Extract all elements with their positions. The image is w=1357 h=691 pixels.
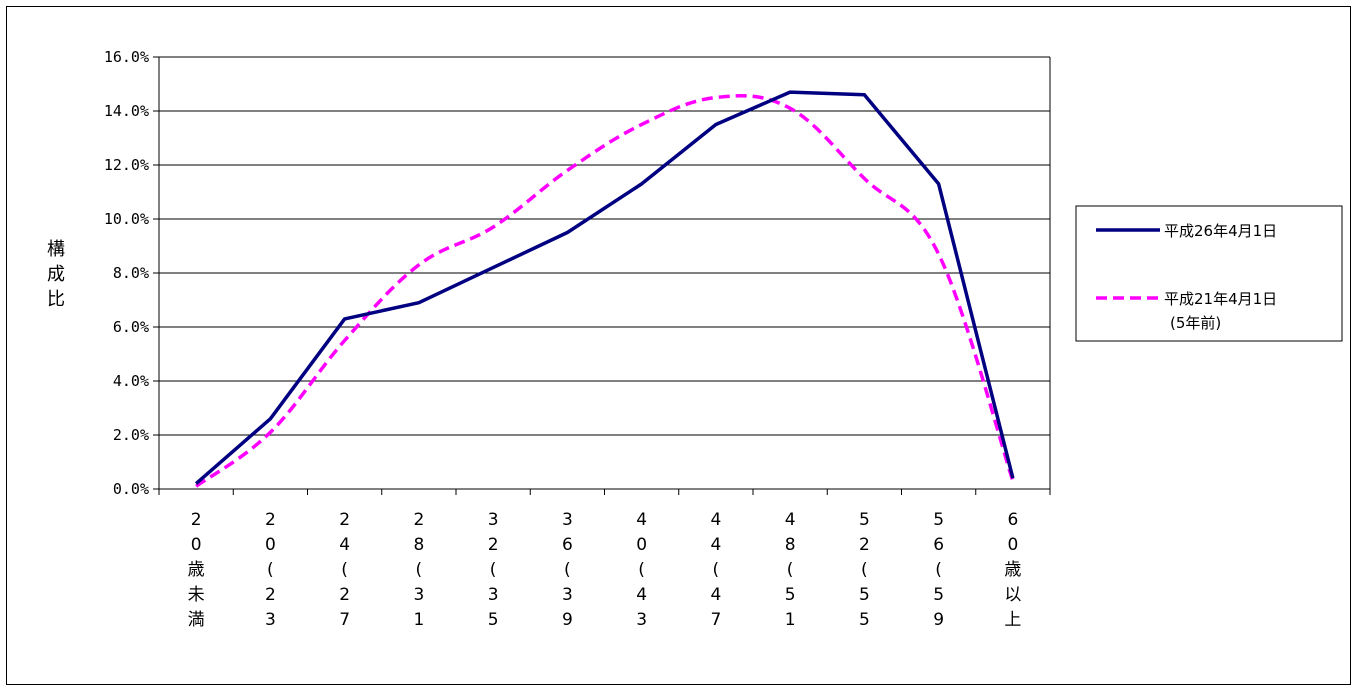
y-tick-label: 10.0% bbox=[104, 210, 149, 228]
x-tick-label: 2 0 (2 3 bbox=[265, 510, 276, 630]
chart-frame bbox=[6, 6, 1351, 685]
y-tick-label: 12.0% bbox=[104, 156, 149, 174]
gridlines bbox=[159, 56, 1050, 436]
x-tick-char: 3 bbox=[265, 610, 276, 630]
x-tick-label: 4 8 (5 1 bbox=[785, 510, 796, 630]
y-axis-label-char: 比 bbox=[47, 289, 65, 310]
x-tick-char: ( bbox=[638, 560, 645, 580]
x-tick-char: 7 bbox=[339, 610, 350, 630]
x-tick-char: ( bbox=[341, 560, 348, 580]
legend-label-h21-sub: (5年前) bbox=[1170, 314, 1221, 332]
series-lines bbox=[194, 90, 1015, 488]
x-tick-char: 0 bbox=[191, 535, 202, 555]
x-tick-char: 4 bbox=[785, 510, 796, 530]
series-line-h26 bbox=[194, 90, 1015, 485]
x-tick-char: 5 bbox=[859, 585, 870, 605]
x-tick-label: 3 2 (3 5 bbox=[488, 510, 499, 630]
x-tick-char: 5 bbox=[488, 610, 499, 630]
x-tick-label: 2 0 歳未満 bbox=[188, 510, 205, 630]
x-tick-char: 3 bbox=[488, 510, 499, 530]
x-tick-char: 5 bbox=[933, 585, 944, 605]
x-tick-char: 3 bbox=[636, 610, 647, 630]
x-tick-char: 4 bbox=[710, 510, 721, 530]
legend-label-h26: 平成26年4月1日 bbox=[1164, 222, 1277, 240]
x-tick-char: 満 bbox=[188, 610, 205, 630]
x-tick-char: 7 bbox=[710, 610, 721, 630]
x-tick-char: 6 bbox=[1007, 510, 1018, 530]
x-tick-char: 3 bbox=[413, 585, 424, 605]
y-tick-label: 6.0% bbox=[113, 318, 149, 336]
x-tick-char: 4 bbox=[339, 535, 350, 555]
x-tick-char: 2 bbox=[339, 510, 350, 530]
x-tick-label: 5 2 (5 5 bbox=[859, 510, 870, 630]
x-tick-char: ( bbox=[416, 560, 423, 580]
y-tick-label: 16.0% bbox=[104, 48, 149, 66]
y-axis-label: 構成比 bbox=[47, 239, 65, 310]
x-tick-char: 3 bbox=[488, 585, 499, 605]
y-tick-label: 8.0% bbox=[113, 264, 149, 282]
y-tick-label: 14.0% bbox=[104, 102, 149, 120]
y-axis-label-char: 成 bbox=[47, 264, 65, 285]
series-line-h21 bbox=[195, 94, 1015, 488]
x-tick-char: 2 bbox=[859, 535, 870, 555]
x-tick-char: 1 bbox=[413, 610, 424, 630]
x-tick-char: ( bbox=[935, 560, 942, 580]
x-tick-char: 3 bbox=[562, 585, 573, 605]
x-tick-label: 4 4 (4 7 bbox=[710, 510, 721, 630]
x-tick-char: 8 bbox=[413, 535, 424, 555]
y-tick-label: 2.0% bbox=[113, 426, 149, 444]
axes bbox=[153, 56, 1051, 495]
x-tick-label: 5 6 (5 9 bbox=[933, 510, 944, 630]
x-tick-char: 1 bbox=[785, 610, 796, 630]
x-tick-char: 5 bbox=[785, 585, 796, 605]
x-tick-char: 8 bbox=[785, 535, 796, 555]
x-tick-label: 4 0 (4 3 bbox=[636, 510, 647, 630]
x-tick-char: 6 bbox=[933, 535, 944, 555]
y-tick-labels: 0.0% 2.0% 4.0% 6.0% 8.0% 10.0% 12.0% 14.0% 16.0% bbox=[104, 48, 149, 498]
x-tick-char: 2 bbox=[339, 585, 350, 605]
x-tick-char: 4 bbox=[710, 535, 721, 555]
x-tick-char: 0 bbox=[636, 535, 647, 555]
x-tick-char: 2 bbox=[413, 510, 424, 530]
x-tick-char: 9 bbox=[562, 610, 573, 630]
x-tick-char: 歳 bbox=[1004, 560, 1021, 580]
x-tick-char: 0 bbox=[265, 535, 276, 555]
y-axis-label-char: 構 bbox=[47, 239, 65, 260]
x-tick-label: 2 4 (2 7 bbox=[339, 510, 350, 630]
x-tick-label: 3 6 (3 9 bbox=[562, 510, 573, 630]
y-tick-label: 4.0% bbox=[113, 372, 149, 390]
x-tick-char: ( bbox=[564, 560, 571, 580]
x-tick-char: 2 bbox=[191, 510, 202, 530]
x-tick-label: 6 0 歳以上 bbox=[1004, 510, 1021, 630]
x-tick-char: ( bbox=[861, 560, 868, 580]
x-tick-char: 歳 bbox=[188, 560, 205, 580]
x-tick-char: 以 bbox=[1004, 585, 1021, 605]
x-tick-char: 2 bbox=[265, 510, 276, 530]
x-tick-char: 5 bbox=[859, 610, 870, 630]
x-tick-char: ( bbox=[490, 560, 497, 580]
x-tick-char: 6 bbox=[562, 535, 573, 555]
x-tick-char: 4 bbox=[710, 585, 721, 605]
x-tick-char: 2 bbox=[488, 535, 499, 555]
x-tick-char: ( bbox=[713, 560, 720, 580]
x-tick-char: 5 bbox=[933, 510, 944, 530]
legend-label-h21: 平成21年4月1日 bbox=[1164, 290, 1277, 308]
x-tick-char: 3 bbox=[562, 510, 573, 530]
x-tick-char: 0 bbox=[1007, 535, 1018, 555]
x-tick-label: 2 8 (3 1 bbox=[413, 510, 424, 630]
x-tick-char: 4 bbox=[636, 585, 647, 605]
x-tick-char: 5 bbox=[859, 510, 870, 530]
x-tick-char: 2 bbox=[265, 585, 276, 605]
x-tick-char: ( bbox=[267, 560, 274, 580]
x-tick-char: 上 bbox=[1004, 610, 1021, 630]
x-tick-labels: 20歳未満20(2324(2728(3132(3536(3940(4344(47… bbox=[188, 510, 1022, 630]
x-tick-char: ( bbox=[787, 560, 794, 580]
y-tick-label: 0.0% bbox=[113, 480, 149, 498]
x-tick-char: 4 bbox=[636, 510, 647, 530]
x-tick-char: 9 bbox=[933, 610, 944, 630]
x-tick-char: 未 bbox=[188, 585, 205, 605]
